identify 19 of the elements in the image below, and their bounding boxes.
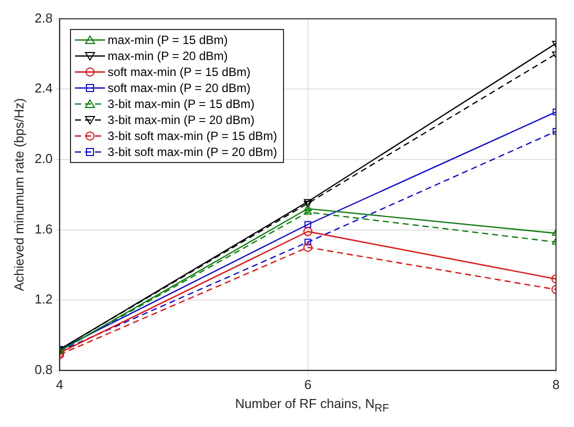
x-tick-label: 6 [304, 376, 312, 392]
legend-label: 3-bit max-min (P = 15 dBm) [108, 96, 254, 112]
y-tick-label: 0.8 [34, 362, 53, 377]
y-tick-label: 2.4 [34, 80, 53, 96]
x-tick-label: 4 [56, 376, 64, 392]
y-tick-label: 1.2 [34, 292, 53, 307]
legend-label: soft max-min (P = 20 dBm) [108, 80, 250, 96]
y-tick-label: 1.6 [34, 221, 53, 236]
legend-label: soft max-min (P = 15 dBm) [108, 64, 250, 80]
legend-label: 3-bit soft max-min (P = 20 dBm) [108, 144, 278, 160]
y-tick-label: 2.0 [34, 151, 53, 166]
y-axis-title: Achieved minumum rate (bps/Hz) [11, 98, 26, 292]
legend-label: max-min (P = 15 dBm) [108, 32, 228, 48]
y-tick-label: 2.8 [34, 10, 53, 26]
x-axis-title: Number of RF chains, N$_{RF}$ [234, 396, 390, 415]
x-tick-label: 8 [552, 376, 560, 392]
legend-label: max-min (P = 20 dBm) [108, 48, 228, 64]
legend-label: 3-bit max-min (P = 20 dBm) [108, 112, 254, 128]
legend-label: 3-bit soft max-min (P = 15 dBm) [108, 128, 278, 144]
